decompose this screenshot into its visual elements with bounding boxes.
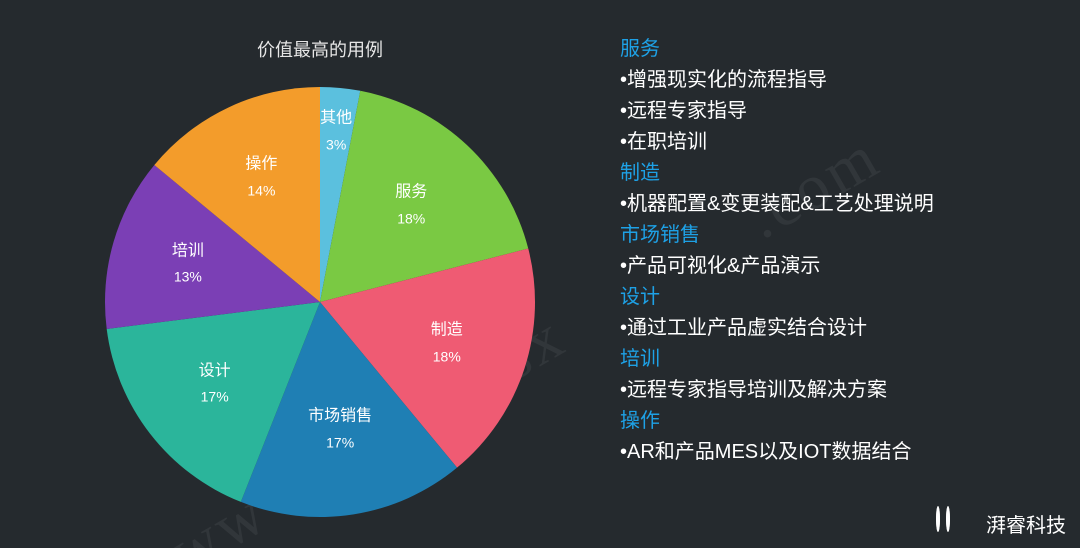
category-list: 服务增强现实化的流程指导远程专家指导在职培训制造机器配置&变更装配&工艺处理说明… xyxy=(620,34,1050,468)
category-bullet: 在职培训 xyxy=(620,127,1050,158)
pie-svg xyxy=(100,82,540,522)
category-bullet: 增强现实化的流程指导 xyxy=(620,65,1050,96)
category-heading: 操作 xyxy=(620,406,1050,437)
category-heading: 服务 xyxy=(620,34,1050,65)
category-bullet: 机器配置&变更装配&工艺处理说明 xyxy=(620,189,1050,220)
wechat-icon xyxy=(946,508,980,538)
category-bullet: 远程专家指导 xyxy=(620,96,1050,127)
category-heading: 制造 xyxy=(620,158,1050,189)
category-heading: 培训 xyxy=(620,344,1050,375)
chart-title: 价值最高的用例 xyxy=(60,36,580,62)
category-bullet: AR和产品MES以及IOT数据结合 xyxy=(620,437,1050,468)
slide-stage: www.pisx.com 价值最高的用例 其他3%服务18%制造18%市场销售1… xyxy=(0,0,1080,548)
brand-label: 湃睿科技 xyxy=(986,509,1066,538)
category-bullet: 远程专家指导培训及解决方案 xyxy=(620,375,1050,406)
category-heading: 设计 xyxy=(620,282,1050,313)
brand-badge: 湃睿科技 xyxy=(946,508,1066,538)
category-bullet: 通过工业产品虚实结合设计 xyxy=(620,313,1050,344)
category-bullet: 产品可视化&产品演示 xyxy=(620,251,1050,282)
pie-chart-region: 价值最高的用例 其他3%服务18%制造18%市场销售17%设计17%培训13%操… xyxy=(60,10,580,530)
category-heading: 市场销售 xyxy=(620,220,1050,251)
pie-holder: 其他3%服务18%制造18%市场销售17%设计17%培训13%操作14% xyxy=(100,82,540,522)
